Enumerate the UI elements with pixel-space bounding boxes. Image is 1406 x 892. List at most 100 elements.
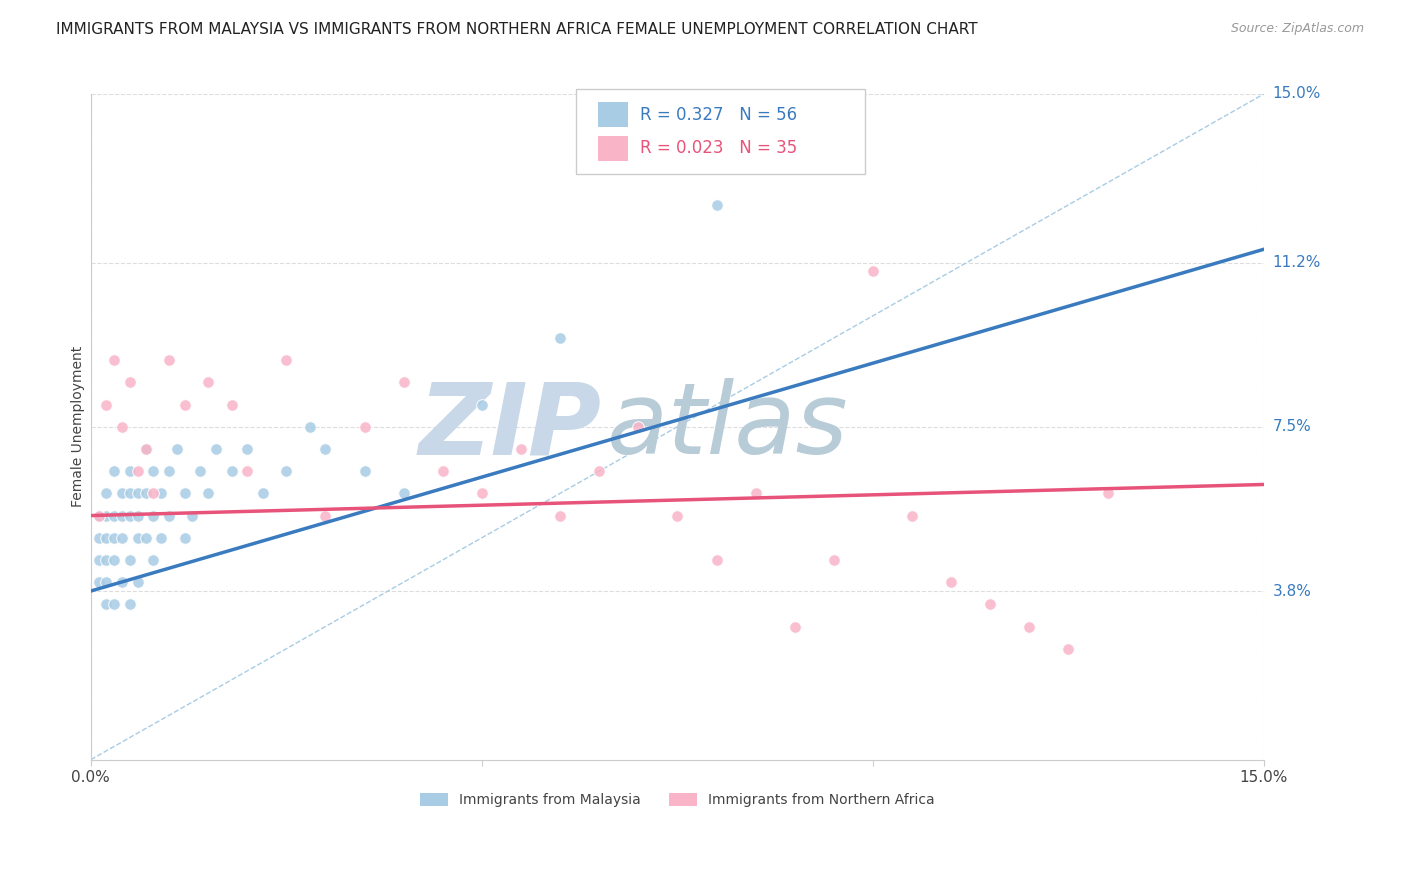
Point xyxy=(118,486,141,500)
Point xyxy=(1057,641,1080,656)
Text: 7.5%: 7.5% xyxy=(1272,419,1310,434)
Point xyxy=(127,486,149,500)
Point xyxy=(588,464,610,478)
Point xyxy=(96,398,118,412)
Point xyxy=(979,597,1001,611)
Point xyxy=(127,575,149,590)
Point xyxy=(87,508,110,523)
Point xyxy=(432,464,454,478)
Point xyxy=(236,442,259,456)
Point xyxy=(142,553,165,567)
Point xyxy=(142,464,165,478)
Point xyxy=(548,508,571,523)
Point xyxy=(181,508,204,523)
Text: atlas: atlas xyxy=(607,378,849,475)
Point xyxy=(392,486,415,500)
Point xyxy=(627,419,650,434)
Point xyxy=(298,419,321,434)
Point xyxy=(127,531,149,545)
Point xyxy=(103,531,125,545)
Point xyxy=(1097,486,1119,500)
Point xyxy=(252,486,274,500)
Point xyxy=(862,264,884,278)
Point xyxy=(510,442,533,456)
Point xyxy=(150,531,173,545)
Point xyxy=(353,464,375,478)
Point xyxy=(111,486,134,500)
Point xyxy=(103,597,125,611)
Point xyxy=(135,531,157,545)
Point xyxy=(111,419,134,434)
Point xyxy=(392,376,415,390)
Point xyxy=(166,442,188,456)
Point xyxy=(96,597,118,611)
Point xyxy=(118,464,141,478)
Point xyxy=(157,464,180,478)
Text: 11.2%: 11.2% xyxy=(1272,255,1320,270)
Text: 3.8%: 3.8% xyxy=(1272,583,1312,599)
Point xyxy=(823,553,845,567)
Point xyxy=(314,508,336,523)
Legend: Immigrants from Malaysia, Immigrants from Northern Africa: Immigrants from Malaysia, Immigrants fro… xyxy=(415,788,941,813)
Point xyxy=(471,486,494,500)
Point xyxy=(157,353,180,368)
Point xyxy=(901,508,924,523)
Point xyxy=(314,442,336,456)
Point xyxy=(111,531,134,545)
Point xyxy=(205,442,228,456)
Point xyxy=(103,553,125,567)
Point xyxy=(744,486,766,500)
Point xyxy=(173,486,195,500)
Point xyxy=(96,531,118,545)
Point xyxy=(118,376,141,390)
Point xyxy=(111,575,134,590)
Point xyxy=(1018,619,1040,633)
Point xyxy=(127,508,149,523)
Point xyxy=(87,575,110,590)
Point xyxy=(221,464,243,478)
Point xyxy=(276,353,298,368)
Point xyxy=(173,398,195,412)
Point xyxy=(87,508,110,523)
Point xyxy=(157,508,180,523)
Point xyxy=(96,486,118,500)
Point xyxy=(103,508,125,523)
Text: R = 0.327   N = 56: R = 0.327 N = 56 xyxy=(640,106,797,124)
Point xyxy=(548,331,571,345)
Point xyxy=(111,508,134,523)
Point xyxy=(150,486,173,500)
Point xyxy=(142,508,165,523)
Point xyxy=(173,531,195,545)
Point xyxy=(197,376,219,390)
Point xyxy=(197,486,219,500)
Y-axis label: Female Unemployment: Female Unemployment xyxy=(72,346,86,508)
Point xyxy=(87,531,110,545)
Point xyxy=(96,553,118,567)
Point xyxy=(706,553,728,567)
Text: 15.0%: 15.0% xyxy=(1272,87,1320,102)
Point xyxy=(353,419,375,434)
Point xyxy=(135,442,157,456)
Text: ZIP: ZIP xyxy=(418,378,602,475)
Point xyxy=(103,464,125,478)
Point xyxy=(276,464,298,478)
Point xyxy=(118,553,141,567)
Point xyxy=(96,575,118,590)
Point xyxy=(236,464,259,478)
Text: R = 0.023   N = 35: R = 0.023 N = 35 xyxy=(640,139,797,157)
Point xyxy=(142,486,165,500)
Point xyxy=(118,597,141,611)
Text: Source: ZipAtlas.com: Source: ZipAtlas.com xyxy=(1230,22,1364,36)
Point xyxy=(471,398,494,412)
Point xyxy=(87,553,110,567)
Point xyxy=(135,442,157,456)
Point xyxy=(127,464,149,478)
Point xyxy=(783,619,806,633)
Point xyxy=(103,353,125,368)
Point xyxy=(96,508,118,523)
Point xyxy=(118,508,141,523)
Point xyxy=(221,398,243,412)
Text: IMMIGRANTS FROM MALAYSIA VS IMMIGRANTS FROM NORTHERN AFRICA FEMALE UNEMPLOYMENT : IMMIGRANTS FROM MALAYSIA VS IMMIGRANTS F… xyxy=(56,22,977,37)
Point xyxy=(135,486,157,500)
Point xyxy=(939,575,962,590)
